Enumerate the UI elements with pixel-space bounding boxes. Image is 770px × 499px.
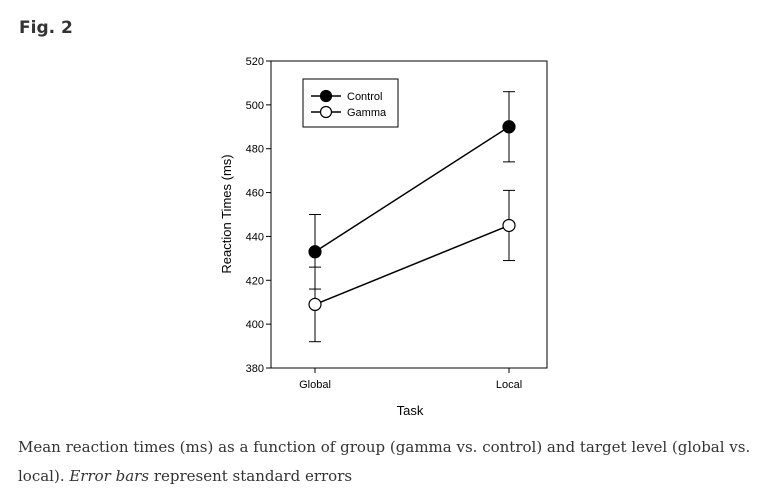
y-tick-label: 520 xyxy=(246,56,264,68)
x-axis: Global Local xyxy=(299,368,522,391)
caption-text-end: represent standard errors xyxy=(149,467,353,485)
data-point-control xyxy=(308,245,322,259)
y-axis-label: Reaction Times (ms) xyxy=(219,154,234,273)
line-chart: 380 400 420 440 460 480 500 520 Global Local Rea… xyxy=(219,56,548,418)
legend-box xyxy=(302,78,399,128)
legend-label-control: Control xyxy=(347,91,382,103)
data-point-gamma xyxy=(502,218,516,233)
legend: Control Gamma xyxy=(302,78,399,128)
figure-label: Fig. 2 xyxy=(19,18,73,38)
y-tick-label: 380 xyxy=(246,363,264,375)
x-tick-label: Local xyxy=(496,379,522,391)
series-line-control xyxy=(314,126,510,253)
caption-emphasis: Error bars xyxy=(69,467,150,485)
legend-label-gamma: Gamma xyxy=(347,107,387,119)
legend-marker-control xyxy=(319,89,333,103)
y-tick-label: 460 xyxy=(246,188,264,200)
data-point-control xyxy=(502,120,516,134)
data-point-gamma xyxy=(308,297,322,312)
caption-text: Mean reaction times (ms) as a function o… xyxy=(18,438,751,485)
y-tick-label: 440 xyxy=(246,231,264,243)
y-tick-label: 420 xyxy=(246,275,264,287)
plot-frame xyxy=(270,60,548,369)
x-axis-label: Task xyxy=(397,403,424,418)
x-tick-label: Global xyxy=(299,379,331,391)
series-layer xyxy=(308,91,516,343)
series-line-gamma xyxy=(314,224,510,306)
y-tick-label: 400 xyxy=(246,319,264,331)
y-axis: 380 400 420 440 460 480 500 520 xyxy=(246,56,271,375)
y-tick-label: 480 xyxy=(246,144,264,156)
legend-marker-gamma xyxy=(319,105,333,119)
y-tick-label: 500 xyxy=(246,100,264,112)
figure-caption: Mean reaction times (ms) as a function o… xyxy=(18,433,758,491)
